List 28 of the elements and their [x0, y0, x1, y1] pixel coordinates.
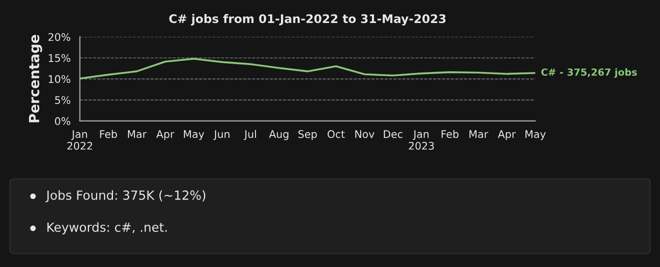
- y-axis-title: Percentage: [29, 34, 42, 122]
- x-tick-label: Mar: [470, 130, 488, 138]
- x-tick-label: Mar: [128, 130, 147, 138]
- y-tick-label: 15%: [48, 54, 70, 62]
- x-tick-label: Aug: [269, 130, 288, 140]
- x-tick-label: Feb: [442, 130, 459, 138]
- y-tick-label: 20%: [48, 33, 70, 41]
- x-tick-label: Apr: [498, 130, 516, 140]
- y-tick-label: 5%: [55, 96, 70, 104]
- x-tick-label: Jan 2023: [408, 130, 434, 150]
- x-tick-label: Oct: [328, 130, 345, 138]
- text: Jobs Found: 375K (~12%): [46, 190, 206, 202]
- line-series: [80, 58, 536, 80]
- y-tick-label: 0%: [54, 117, 70, 126]
- x-tick-label: May: [184, 130, 204, 140]
- y-tick-label: 10%: [48, 75, 70, 84]
- x-tick-label: Sep: [298, 130, 317, 140]
- x-tick-label: Jan 2022: [67, 130, 92, 150]
- x-tick-label: Jun: [213, 130, 230, 140]
- x-tick-label: Apr: [156, 130, 174, 140]
- x-tick-label: Nov: [355, 130, 374, 138]
- x-tick-label: Feb: [100, 130, 117, 138]
- x-tick-label: Jul: [244, 130, 256, 140]
- series-label: C# - 375,267 jobs: [541, 68, 637, 78]
- x-tick-label: May: [526, 130, 546, 140]
- text: Keywords: c#, .net.: [47, 222, 167, 234]
- x-tick-label: Dec: [384, 130, 402, 138]
- chart-title: C# jobs from 01-Jan-2022 to 31-May-2023: [169, 14, 446, 26]
